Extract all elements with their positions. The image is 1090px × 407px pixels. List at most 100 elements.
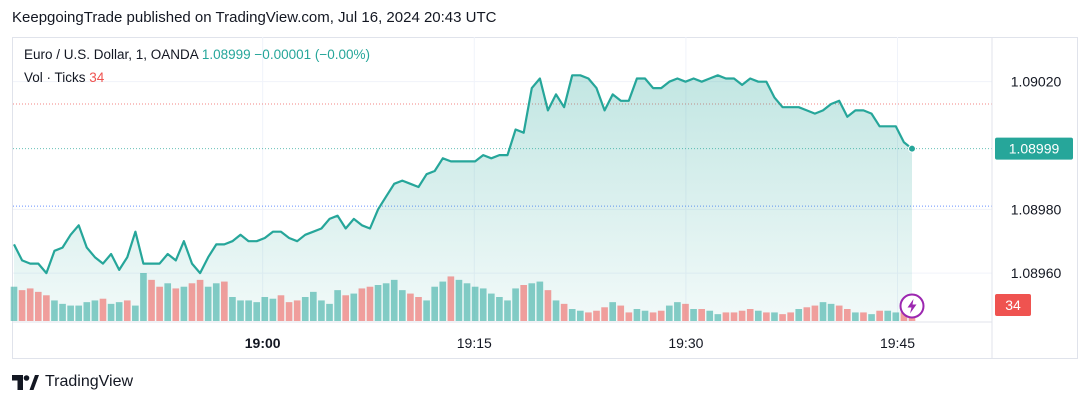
volume-bar: [665, 305, 673, 321]
volume-bar: [585, 312, 592, 321]
x-tick-label: 19:45: [880, 335, 915, 351]
volume-bar: [439, 281, 447, 321]
volume-bar: [366, 286, 374, 321]
volume-bar: [884, 310, 892, 321]
volume-bar: [641, 310, 649, 321]
volume-bar: [75, 305, 83, 321]
volume-bar: [221, 281, 228, 321]
volume-bar: [625, 312, 633, 321]
volume-layer: [10, 273, 916, 321]
tradingview-logo[interactable]: TradingView: [12, 373, 133, 391]
volume-bar: [415, 297, 422, 321]
lightning-icon: [907, 299, 917, 314]
volume-bar: [706, 310, 714, 321]
volume-bar: [99, 298, 107, 321]
volume-bar: [754, 310, 762, 321]
volume-bar: [423, 300, 430, 321]
publish-info: KeepgoingTrade published on TradingView.…: [12, 9, 497, 26]
volume-bar: [674, 302, 681, 321]
volume-bar: [633, 309, 641, 321]
y-tick-label: 1.08960: [1011, 265, 1062, 281]
volume-bar: [528, 283, 536, 321]
volume-bar: [617, 305, 625, 321]
volume-bar: [463, 283, 471, 321]
volume-bar: [552, 300, 560, 321]
volume-bar: [164, 283, 172, 321]
volume-bar: [471, 286, 479, 321]
price-change: −0.00001 (−0.00%): [254, 47, 371, 62]
last-price: 1.08999: [201, 47, 251, 62]
volume-bar: [593, 310, 600, 321]
volume-bar: [795, 309, 803, 321]
volume-bar: [180, 286, 188, 321]
volume-bar: [374, 285, 382, 321]
volume-bar: [148, 279, 155, 321]
volume-bar: [609, 302, 616, 321]
volume-bar: [83, 302, 91, 321]
volume-bar: [285, 302, 293, 321]
volume-bar: [682, 303, 689, 321]
volume-bar: [649, 312, 657, 321]
volume-bar: [34, 291, 42, 321]
volume-bar: [18, 290, 26, 321]
volume-bar: [204, 286, 212, 321]
volume-bar: [277, 295, 285, 321]
volume-bar: [690, 309, 697, 321]
volume-bar: [568, 309, 576, 321]
volume-bar: [123, 300, 131, 321]
volume-bar: [779, 314, 786, 321]
volume-bar: [843, 309, 851, 321]
volume-bar: [900, 312, 908, 321]
volume-tag-bg: [995, 294, 1031, 316]
volume-bar: [358, 288, 366, 321]
y-tick-label: 1.08980: [1011, 201, 1062, 217]
x-tick-label: 19:15: [457, 335, 492, 351]
volume-bar: [738, 310, 746, 321]
volume-bar: [188, 283, 196, 321]
volume-bar: [229, 297, 236, 321]
volume-bar: [10, 286, 18, 321]
last-price-dot: [908, 144, 916, 153]
volume-bar: [334, 290, 341, 321]
volume-bar: [51, 300, 58, 321]
volume-bar: [382, 283, 390, 321]
volume-bar: [301, 297, 309, 321]
volume-bar: [326, 303, 333, 321]
volume-bar: [722, 312, 730, 321]
volume-bar: [318, 300, 325, 321]
volume-bar: [156, 286, 163, 321]
volume-bar: [253, 302, 261, 321]
volume-bar: [860, 312, 867, 321]
volume-bar: [455, 279, 463, 321]
volume-bar: [43, 295, 50, 321]
price-tag-bg: [995, 137, 1073, 160]
volume-bar: [293, 300, 301, 321]
price-line-series: [13, 74, 913, 275]
volume-bar: [212, 283, 220, 321]
volume-bar: [787, 312, 794, 321]
volume-bar: [310, 291, 317, 321]
volume-bar: [67, 305, 74, 321]
volume-bar: [342, 295, 350, 321]
volume-bar: [269, 298, 277, 321]
volume-label[interactable]: Vol · Ticks: [24, 70, 86, 85]
volume-bar: [132, 305, 139, 321]
volume-bar: [771, 312, 778, 321]
volume-bar: [520, 285, 527, 321]
volume-bar: [536, 281, 544, 321]
symbol-name[interactable]: Euro / U.S. Dollar, 1, OANDA: [24, 47, 199, 62]
volume-bar: [763, 312, 770, 321]
x-tick-label: 19:30: [668, 335, 703, 351]
volume-bar: [576, 310, 584, 321]
chart-frame[interactable]: [12, 37, 1078, 359]
tradingview-brand: TradingView: [45, 373, 134, 390]
volume-bar: [746, 309, 754, 321]
tags-layer: 1.08999 34: [995, 137, 1073, 316]
volume-bar: [172, 288, 180, 321]
volume-bar: [496, 297, 503, 321]
volume-bar: [91, 300, 99, 321]
price-tag-text: 1.08999: [1009, 141, 1060, 157]
alert-button[interactable]: [899, 293, 925, 319]
volume-bar: [196, 279, 204, 321]
